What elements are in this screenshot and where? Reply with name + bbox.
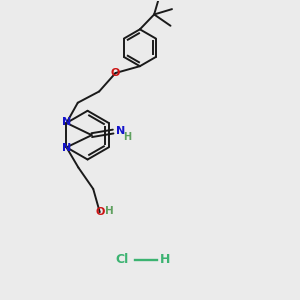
Text: N: N (62, 143, 71, 153)
Text: N: N (62, 117, 71, 128)
Text: O: O (95, 207, 104, 217)
Text: H: H (124, 132, 132, 142)
Text: H: H (160, 254, 170, 266)
Text: N: N (116, 126, 125, 136)
Text: Cl: Cl (115, 254, 128, 266)
Text: H: H (105, 206, 114, 216)
Text: O: O (111, 68, 120, 78)
